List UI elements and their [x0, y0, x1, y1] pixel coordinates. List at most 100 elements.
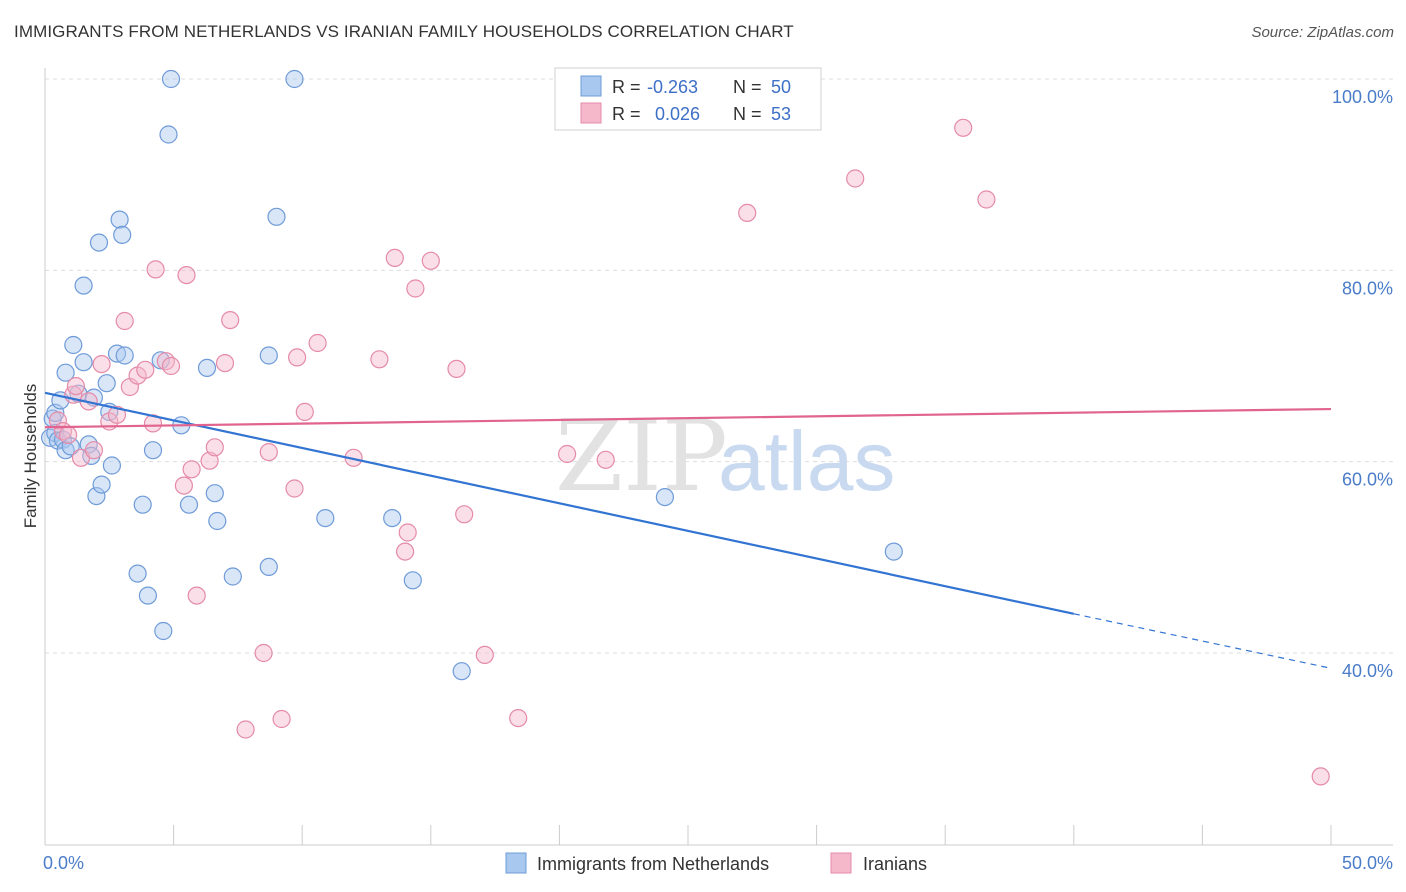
data-point-netherlands: [143, 441, 163, 460]
data-point-netherlands: [92, 475, 111, 494]
data-point-iranians: [447, 359, 466, 378]
data-point-iranians: [509, 708, 528, 728]
series-legend: Immigrants from Netherlands Iranians: [505, 852, 927, 874]
data-point-netherlands: [138, 586, 157, 605]
data-point-netherlands: [56, 363, 75, 382]
data-point-iranians: [285, 479, 304, 498]
data-point-iranians: [295, 402, 314, 421]
trendline-iranians: [44, 407, 1332, 429]
axes: [44, 68, 1393, 846]
data-point-netherlands: [403, 571, 422, 590]
stats-legend-n-label-pink: N =: [733, 104, 762, 124]
data-point-netherlands: [79, 435, 98, 454]
data-point-netherlands: [208, 511, 227, 531]
data-point-netherlands: [154, 621, 173, 641]
data-point-iranians: [288, 348, 307, 367]
stats-legend-r-value-pink: 0.026: [655, 104, 700, 124]
data-point-netherlands: [64, 335, 83, 355]
y-tick-label: 40.0%: [1342, 661, 1393, 681]
watermark-atlas: atlas: [718, 414, 895, 508]
data-point-iranians: [107, 405, 127, 424]
trend-lines: [44, 391, 1332, 669]
data-point-netherlands: [159, 125, 178, 144]
data-point-iranians: [254, 643, 273, 663]
data-point-iranians: [954, 118, 973, 137]
data-point-netherlands: [452, 662, 471, 681]
data-point-iranians: [205, 438, 224, 457]
data-point-netherlands: [97, 374, 116, 393]
data-point-iranians: [272, 709, 291, 729]
data-point-iranians: [370, 350, 389, 369]
data-point-iranians: [177, 266, 196, 285]
stats-legend-swatch-pink: [580, 102, 602, 124]
data-point-iranians: [1311, 767, 1330, 786]
y-tick-label: 80.0%: [1342, 278, 1393, 298]
data-point-netherlands: [161, 69, 181, 89]
data-point-netherlands: [316, 508, 335, 528]
data-point-iranians: [455, 505, 474, 524]
data-point-netherlands: [285, 69, 304, 89]
data-point-iranians: [215, 354, 235, 373]
data-point-netherlands: [655, 488, 675, 507]
data-point-netherlands: [128, 564, 147, 583]
stats-legend-n-label-blue: N =: [733, 77, 762, 97]
data-point-iranians: [48, 411, 68, 430]
data-point-iranians: [421, 251, 440, 270]
tick-labels: 40.0% 60.0% 80.0% 100.0% 0.0% 50.0%: [43, 87, 1393, 873]
data-point-netherlands: [223, 567, 242, 586]
data-point-iranians: [200, 451, 219, 470]
data-point-netherlands: [61, 437, 80, 456]
data-point-iranians: [146, 260, 165, 279]
stats-legend-n-value-blue: 50: [771, 77, 791, 97]
data-point-netherlands: [259, 557, 278, 577]
data-point-iranians: [161, 356, 181, 376]
data-point-iranians: [136, 360, 155, 379]
legend-label-iranians: Iranians: [863, 854, 927, 874]
stats-legend-swatch-blue: [580, 75, 602, 97]
data-point-iranians: [396, 542, 415, 561]
data-point-netherlands: [151, 351, 170, 370]
stats-legend-n-value-pink: 53: [771, 104, 791, 124]
data-point-netherlands: [74, 276, 93, 295]
data-point-netherlands: [89, 233, 109, 252]
data-point-iranians: [221, 311, 240, 330]
data-point-iranians: [557, 444, 577, 464]
series-iranians-points: [48, 118, 1330, 786]
data-point-iranians: [738, 203, 757, 222]
data-point-netherlands: [259, 346, 278, 365]
legend-swatch-netherlands: [505, 852, 527, 874]
data-point-iranians: [187, 586, 206, 605]
y-tick-label: 100.0%: [1332, 87, 1393, 107]
data-point-iranians: [92, 355, 111, 374]
data-point-netherlands: [113, 225, 132, 244]
data-point-netherlands: [74, 353, 93, 372]
data-point-netherlands: [133, 495, 152, 514]
trendline-netherlands: [44, 391, 1075, 615]
data-point-iranians: [385, 248, 404, 267]
x-tick-label: 50.0%: [1342, 853, 1393, 873]
data-point-iranians: [58, 425, 78, 444]
data-point-netherlands: [110, 210, 129, 229]
data-point-iranians: [406, 279, 425, 298]
data-point-netherlands: [102, 456, 122, 475]
data-point-netherlands: [87, 487, 106, 506]
stats-legend-r-label-blue: R =: [612, 77, 641, 97]
data-point-netherlands: [205, 484, 224, 503]
data-point-iranians: [308, 333, 327, 353]
series-netherlands-points: [40, 69, 903, 681]
stats-legend-r-label-pink: R =: [612, 104, 641, 124]
legend-label-netherlands: Immigrants from Netherlands: [537, 854, 769, 874]
data-point-netherlands: [179, 495, 199, 514]
legend-swatch-iranians: [830, 852, 852, 874]
data-point-iranians: [398, 523, 417, 542]
data-point-iranians: [115, 311, 134, 331]
data-point-iranians: [182, 460, 201, 479]
trendline-netherlands-extrapolated: [1073, 613, 1332, 669]
data-point-netherlands: [383, 508, 402, 528]
data-point-netherlands: [197, 358, 217, 377]
stats-legend-r-value-blue: -0.263: [647, 77, 698, 97]
data-point-iranians: [596, 450, 615, 469]
data-point-iranians: [66, 377, 86, 396]
data-point-netherlands: [115, 346, 134, 365]
